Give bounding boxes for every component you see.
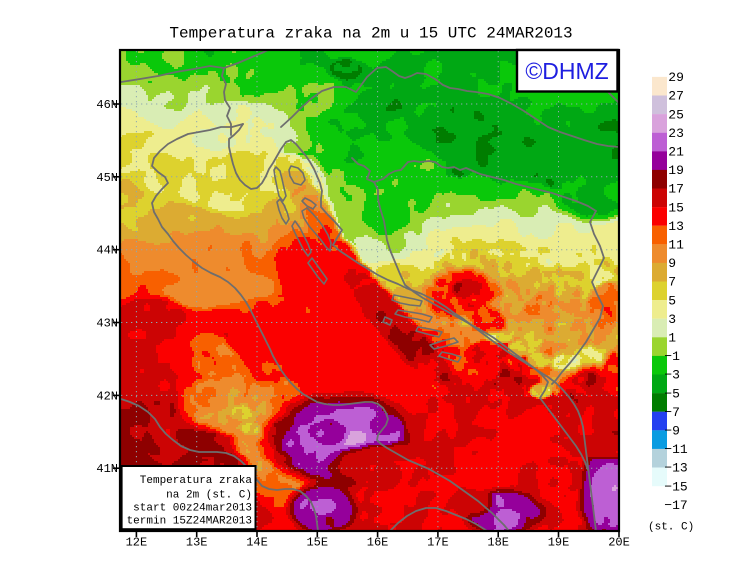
svg-text:−7: −7 [664, 405, 680, 420]
svg-text:termin 15Z24MAR2013: termin 15Z24MAR2013 [127, 516, 252, 528]
svg-text:17: 17 [668, 182, 684, 197]
svg-text:©DHMZ: ©DHMZ [525, 58, 608, 84]
svg-text:−15: −15 [664, 479, 687, 494]
svg-text:−13: −13 [664, 461, 687, 476]
svg-text:start 00z24mar2013: start 00z24mar2013 [133, 503, 252, 515]
svg-text:13: 13 [668, 219, 684, 234]
svg-text:13E: 13E [186, 536, 208, 550]
svg-text:12E: 12E [126, 536, 148, 550]
svg-text:20E: 20E [608, 536, 630, 550]
svg-text:45N: 45N [96, 171, 118, 185]
svg-text:15: 15 [668, 200, 684, 215]
svg-text:27: 27 [668, 89, 684, 104]
svg-text:11: 11 [668, 238, 684, 253]
svg-text:1: 1 [668, 331, 676, 346]
svg-text:23: 23 [668, 126, 684, 141]
svg-text:17E: 17E [427, 536, 449, 550]
svg-text:−5: −5 [664, 386, 680, 401]
svg-text:19E: 19E [548, 536, 570, 550]
svg-text:29: 29 [668, 70, 684, 85]
svg-text:−11: −11 [664, 442, 688, 457]
svg-text:43N: 43N [96, 317, 118, 331]
svg-text:44N: 44N [96, 244, 118, 258]
svg-text:14E: 14E [246, 536, 268, 550]
svg-text:19: 19 [668, 163, 684, 178]
svg-text:25: 25 [668, 107, 684, 122]
svg-text:18E: 18E [487, 536, 509, 550]
svg-text:(st. C): (st. C) [648, 522, 694, 534]
svg-text:3: 3 [668, 312, 676, 327]
svg-text:7: 7 [668, 275, 676, 290]
svg-text:−9: −9 [664, 424, 680, 439]
svg-text:−1: −1 [664, 349, 680, 364]
svg-text:Temperatura zraka na 2m u 15 U: Temperatura zraka na 2m u 15 UTC 24MAR20… [169, 25, 572, 43]
svg-text:42N: 42N [96, 389, 118, 403]
svg-text:41N: 41N [96, 462, 118, 476]
svg-text:15E: 15E [306, 536, 328, 550]
svg-text:na 2m (st. C): na 2m (st. C) [166, 489, 252, 501]
svg-text:46N: 46N [96, 98, 118, 112]
svg-text:16E: 16E [367, 536, 389, 550]
svg-text:−3: −3 [664, 368, 680, 383]
svg-text:21: 21 [668, 145, 684, 160]
svg-text:5: 5 [668, 293, 676, 308]
svg-text:−17: −17 [664, 498, 687, 513]
svg-text:Temperatura zraka: Temperatura zraka [140, 475, 253, 487]
svg-text:9: 9 [668, 256, 676, 271]
